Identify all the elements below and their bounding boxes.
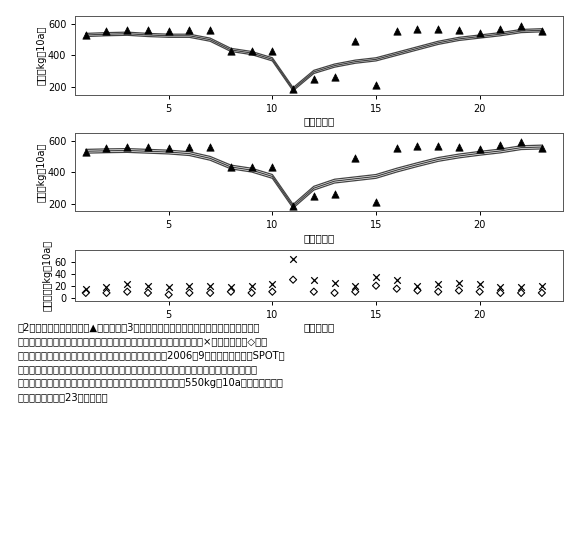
Point (205, 143, 215, 151)
Point (226, 46, 235, 55)
Text: 図2　重みなしの重回帰（▲がデータ、3本線は、上から、信頼区間の上限、推定値、信
頼区間の下限）（上）、重み付き重回帰（中）、推定値の標準偏差（×が重みなし、◇: 図2 重みなしの重回帰（▲がデータ、3本線は、上から、信頼区間の上限、推定値、信… (17, 322, 285, 402)
Point (185, 26, 194, 34)
Point (309, 192, 318, 200)
Point (185, 288, 194, 297)
Point (371, 81, 380, 90)
Point (475, 145, 484, 154)
Point (247, 288, 256, 297)
Point (226, 163, 235, 172)
Point (81, 288, 90, 297)
X-axis label: データ番号: データ番号 (303, 233, 335, 243)
Point (351, 154, 360, 162)
Point (81, 148, 90, 156)
Point (81, 31, 90, 39)
Point (205, 26, 215, 34)
Point (475, 287, 484, 296)
Point (164, 27, 173, 35)
Point (309, 75, 318, 83)
Point (288, 85, 298, 93)
X-axis label: データ番号: データ番号 (303, 117, 335, 127)
Point (268, 163, 277, 172)
Point (454, 286, 463, 295)
Point (351, 37, 360, 46)
Point (434, 287, 443, 296)
Point (164, 283, 173, 292)
Point (268, 46, 277, 55)
Point (309, 275, 318, 284)
Point (122, 143, 132, 151)
Point (122, 26, 132, 34)
Point (371, 281, 380, 290)
Point (164, 291, 173, 299)
Point (247, 46, 256, 55)
Point (475, 280, 484, 289)
Point (81, 285, 90, 293)
Point (122, 287, 132, 296)
Point (517, 282, 526, 291)
Point (330, 278, 339, 287)
Point (413, 142, 422, 150)
Point (330, 73, 339, 82)
Point (288, 202, 298, 211)
Point (413, 281, 422, 290)
Point (122, 280, 132, 289)
Point (226, 282, 235, 291)
Y-axis label: 標準偏差（kg／10a）: 標準偏差（kg／10a） (42, 240, 53, 311)
Point (454, 278, 463, 287)
Point (517, 288, 526, 297)
Point (413, 25, 422, 34)
Point (496, 282, 505, 291)
Point (351, 287, 360, 296)
Point (454, 143, 463, 151)
Point (475, 28, 484, 37)
Point (537, 27, 546, 35)
Point (496, 288, 505, 297)
Point (537, 143, 546, 152)
Point (247, 163, 256, 172)
Point (247, 282, 256, 291)
Point (309, 287, 318, 296)
Point (330, 288, 339, 297)
Point (537, 288, 546, 297)
Point (392, 27, 401, 35)
Point (434, 280, 443, 289)
Point (392, 285, 401, 293)
Point (371, 272, 380, 281)
Point (330, 190, 339, 199)
Point (205, 281, 215, 290)
Point (496, 24, 505, 33)
Point (517, 21, 526, 30)
Point (143, 26, 153, 34)
Point (288, 255, 298, 263)
Point (185, 281, 194, 290)
Point (102, 143, 111, 152)
Point (143, 143, 153, 151)
Point (454, 26, 463, 34)
Point (268, 287, 277, 296)
Point (413, 286, 422, 295)
Point (102, 288, 111, 297)
Y-axis label: 収量（kg／10a）: 収量（kg／10a） (37, 26, 46, 85)
Point (102, 27, 111, 35)
Point (434, 25, 443, 34)
Point (164, 143, 173, 152)
Point (185, 143, 194, 151)
Point (143, 288, 153, 297)
Point (496, 141, 505, 150)
Point (102, 282, 111, 291)
Point (537, 281, 546, 290)
Point (143, 281, 153, 290)
Point (434, 142, 443, 150)
X-axis label: データ番号: データ番号 (303, 323, 335, 332)
Point (288, 275, 298, 284)
Point (392, 143, 401, 152)
Point (517, 138, 526, 147)
Point (268, 280, 277, 289)
Point (371, 198, 380, 206)
Point (351, 281, 360, 290)
Y-axis label: 収量（kg／10a）: 収量（kg／10a） (37, 142, 46, 202)
Point (205, 288, 215, 297)
Point (392, 275, 401, 284)
Point (226, 287, 235, 296)
